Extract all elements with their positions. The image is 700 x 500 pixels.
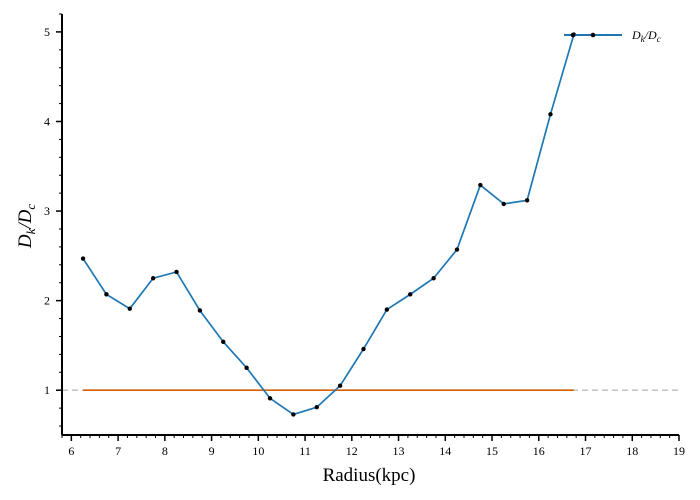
- y-title-sub2: c: [23, 204, 38, 210]
- x-tick-label: 15: [486, 444, 498, 458]
- y-title-main2: D: [15, 209, 36, 224]
- data-point: [150, 276, 156, 281]
- x-tick-label: 18: [626, 444, 638, 458]
- data-point: [361, 346, 366, 352]
- data-point: [501, 201, 506, 207]
- x-tick-label: 16: [533, 444, 545, 458]
- y-tick-label: 3: [44, 204, 50, 218]
- y-title-slash: /: [15, 222, 36, 230]
- x-tick-label: 10: [252, 444, 264, 458]
- data-point: [174, 269, 179, 275]
- series-layer: [80, 32, 577, 417]
- data-point: [478, 182, 483, 188]
- x-tick-label: 19: [673, 444, 685, 458]
- data-point: [431, 276, 436, 281]
- x-tick-label: 13: [393, 444, 405, 458]
- x-tick-label: 12: [346, 444, 358, 458]
- legend: Dk/Dc: [564, 28, 661, 44]
- data-point: [127, 306, 132, 311]
- data-point: [244, 365, 249, 371]
- y-tick-label: 1: [44, 383, 50, 397]
- data-point: [524, 198, 530, 203]
- axes: [61, 14, 679, 436]
- x-tick-label: 11: [299, 444, 311, 458]
- data-point: [408, 292, 413, 297]
- y-title-sub1: k: [23, 228, 38, 234]
- x-tick-label: 8: [162, 444, 168, 458]
- data-point: [197, 308, 203, 313]
- legend-marker: [570, 32, 576, 38]
- y-tick-label: 4: [44, 114, 50, 128]
- data-point: [384, 307, 390, 312]
- data-point: [267, 396, 273, 401]
- data-point: [454, 247, 460, 252]
- x-tick-label: 7: [115, 444, 121, 458]
- legend-label: Dk/Dc: [631, 28, 661, 44]
- x-tick-label: 9: [209, 444, 215, 458]
- legend-marker: [590, 32, 596, 38]
- x-axis-title: Radius(kpc): [323, 465, 416, 486]
- y-axis-title: Dk/Dc: [15, 204, 38, 250]
- data-point: [548, 112, 553, 117]
- x-tick-label: 14: [439, 444, 451, 458]
- y-title-main: D: [15, 234, 36, 249]
- series-line: [82, 34, 575, 416]
- y-tick-label: 2: [44, 294, 50, 308]
- x-tick-label: 6: [68, 444, 74, 458]
- data-point: [104, 292, 109, 297]
- data-point: [221, 339, 226, 345]
- x-tick-label: 17: [580, 444, 592, 458]
- data-point: [80, 256, 86, 261]
- data-point: [337, 383, 343, 388]
- data-point: [291, 412, 296, 417]
- data-point: [314, 405, 319, 410]
- y-tick-label: 5: [44, 25, 50, 39]
